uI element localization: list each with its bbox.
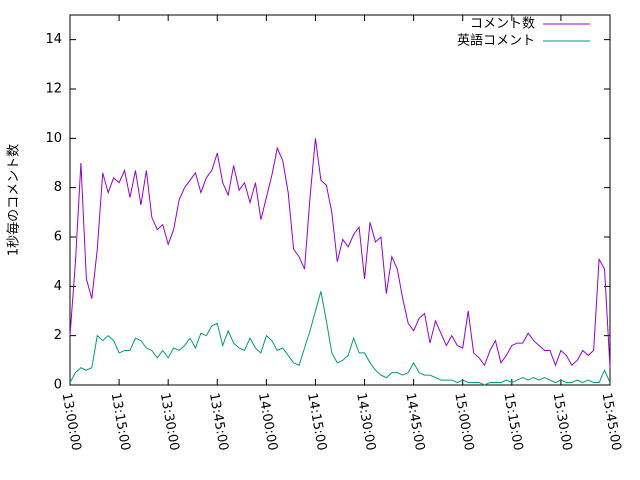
y-tick-label: 10 <box>45 131 62 146</box>
y-tick-label: 12 <box>45 82 62 97</box>
y-tick-label: 8 <box>54 180 62 195</box>
y-tick-label: 14 <box>45 32 62 47</box>
y-axis-label: 1秒毎のコメント数 <box>6 144 22 256</box>
series-line <box>69 138 611 368</box>
y-tick-label: 2 <box>54 328 62 343</box>
x-tick-label: 14:30:00 <box>353 392 378 452</box>
x-tick-label: 15:30:00 <box>550 392 575 452</box>
y-tick-label: 4 <box>54 279 62 294</box>
x-tick-label: 13:30:00 <box>157 392 182 452</box>
x-tick-label: 13:00:00 <box>59 392 84 452</box>
series-line <box>69 291 611 386</box>
y-tick-label: 6 <box>54 230 62 245</box>
x-tick-label: 14:00:00 <box>255 392 280 452</box>
x-tick-label: 15:00:00 <box>451 392 476 452</box>
legend-label: 英語コメント <box>457 33 535 49</box>
x-tick-label: 14:45:00 <box>402 392 427 452</box>
x-tick-label: 13:45:00 <box>206 392 231 452</box>
x-tick-label: 14:15:00 <box>304 392 329 452</box>
x-tick-label: 15:45:00 <box>599 392 624 452</box>
y-tick-label: 0 <box>54 378 62 393</box>
plot-border <box>69 14 611 386</box>
legend-label: コメント数 <box>470 17 535 32</box>
x-tick-label: 15:15:00 <box>500 392 525 452</box>
x-tick-label: 13:15:00 <box>108 392 133 452</box>
